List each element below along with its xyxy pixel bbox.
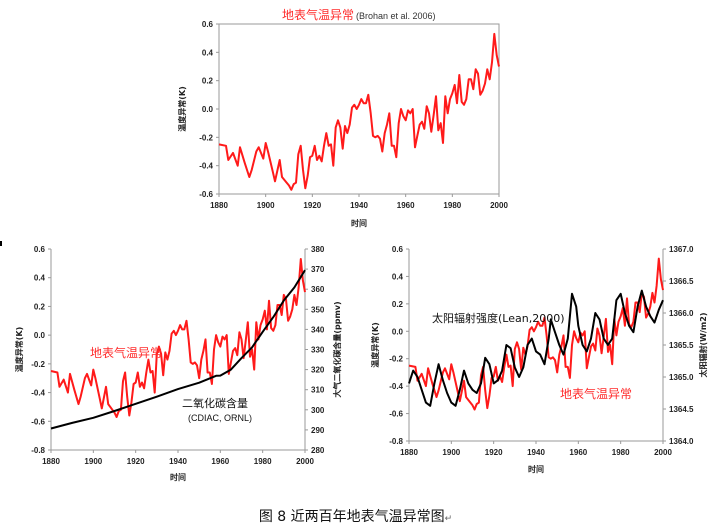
x-tick-label: 1920 xyxy=(303,201,321,210)
figure-caption: 图 8 近两百年地表气温异常图↵ xyxy=(0,506,711,526)
chart-title: 地表气温异常 xyxy=(282,7,354,22)
y-tick-label: 0.6 xyxy=(202,20,214,29)
x-tick-label: 1900 xyxy=(257,201,275,210)
y-tick-label: -0.4 xyxy=(389,382,403,391)
x-tick-label: 1880 xyxy=(42,457,60,466)
y2-tick-label: 1365.5 xyxy=(669,341,694,350)
x-tick-label: 1960 xyxy=(569,448,587,457)
y-tick-label: 0.0 xyxy=(34,331,46,340)
caption-text: 图 8 近两百年地表气温异常图 xyxy=(258,509,445,525)
series-line-red xyxy=(50,258,306,418)
y2-tick-label: 350 xyxy=(311,305,325,314)
y2-tick-label: 380 xyxy=(311,245,325,254)
y-tick-label: 0.0 xyxy=(202,105,214,114)
chart-top: 地表气温异常 (Brohan et al. 2006) -0.6 -0.4 -0.2… xyxy=(177,7,508,228)
x-tick-label: 1880 xyxy=(400,448,418,457)
x-tick-label: 1880 xyxy=(210,201,228,210)
plot-frame xyxy=(218,23,500,195)
y2-tick-label: 360 xyxy=(311,285,325,294)
y2-axis-label: 太阳辐射(W/m2) xyxy=(698,313,708,379)
y2-tick-label: 320 xyxy=(311,366,325,375)
legend-solar-label: 太阳辐射强度(Lean,2000) xyxy=(432,311,565,325)
y-tick-label: 0.6 xyxy=(392,245,404,254)
y-axis-label: 温度异常(K) xyxy=(370,322,380,368)
y-tick-label: -0.6 xyxy=(31,417,45,426)
chart-subtitle: (Brohan et al. 2006) xyxy=(356,11,436,21)
series-line-black xyxy=(408,289,664,407)
series-line-black xyxy=(50,269,306,430)
y2-tick-label: 310 xyxy=(311,386,325,395)
chart-2-plot: -0.8 -0.6 -0.4 -0.2 0.0 0.2 0.4 0.6 1880 1900 1920… xyxy=(14,245,342,482)
x-tick-label: 2000 xyxy=(296,457,314,466)
chart-bottom-right: -0.8 -0.6 -0.4 -0.2 0.0 0.2 0.4 0.6 1880 1900 1920… xyxy=(370,245,708,474)
legend-temp-label: 地表气温异常 xyxy=(560,386,632,401)
y-axis-label: 温度异常(K) xyxy=(14,327,24,373)
x-tick-label: 2000 xyxy=(654,448,672,457)
x-tick-label: 1980 xyxy=(443,201,461,210)
x-axis-label: 时间 xyxy=(351,218,367,228)
chart-3-plot: -0.8 -0.6 -0.4 -0.2 0.0 0.2 0.4 0.6 1880 1900 1920… xyxy=(370,245,708,474)
y-tick-label: -0.4 xyxy=(199,162,213,171)
x-axis-label: 时间 xyxy=(528,464,544,474)
y2-tick-label: 340 xyxy=(311,325,325,334)
y-tick-label: -0.2 xyxy=(199,133,213,142)
series-line-red xyxy=(218,32,500,191)
y-tick-label: 0.4 xyxy=(392,272,404,281)
chart-bottom-left: -0.8 -0.6 -0.4 -0.2 0.0 0.2 0.4 0.6 1880 1900 1920… xyxy=(14,245,342,482)
y-tick-label: -0.8 xyxy=(389,437,403,446)
x-tick-label: 1960 xyxy=(211,457,229,466)
y2-tick-label: 1367.0 xyxy=(669,245,694,254)
y2-tick-label: 1364.0 xyxy=(669,437,694,446)
chart-1-plot: -0.6 -0.4 -0.2 0.0 0.2 0.4 0.6 1880 1900 1920 1940… xyxy=(177,20,508,228)
x-tick-label: 1940 xyxy=(169,457,187,466)
y-tick-label: 0.4 xyxy=(34,274,46,283)
legend-co2-source: (CDIAC, ORNL) xyxy=(188,413,252,423)
x-tick-label: 2000 xyxy=(490,201,508,210)
y2-tick-label: 1365.0 xyxy=(669,373,694,382)
y2-axis-label: 大气二氧化碳含量(ppmv) xyxy=(332,301,342,397)
y2-tick-label: 330 xyxy=(311,346,325,355)
y-tick-label: -0.6 xyxy=(199,190,213,199)
x-tick-label: 1980 xyxy=(254,457,272,466)
y-tick-label: -0.2 xyxy=(389,355,403,364)
y2-tick-label: 370 xyxy=(311,265,325,274)
y-tick-label: 0.0 xyxy=(392,327,404,336)
edge-mark xyxy=(0,241,2,246)
x-tick-label: 1980 xyxy=(612,448,630,457)
y-tick-label: -0.8 xyxy=(31,446,45,455)
x-tick-label: 1900 xyxy=(442,448,460,457)
legend-temp-label: 地表气温异常 xyxy=(90,345,162,360)
y-tick-label: 0.2 xyxy=(34,302,46,311)
x-tick-label: 1940 xyxy=(527,448,545,457)
y-tick-label: 0.4 xyxy=(202,48,214,57)
x-tick-label: 1920 xyxy=(485,448,503,457)
x-axis-label: 时间 xyxy=(170,472,186,482)
y-tick-label: -0.2 xyxy=(31,360,45,369)
y2-tick-label: 290 xyxy=(311,426,325,435)
y2-tick-label: 1366.0 xyxy=(669,309,694,318)
x-tick-label: 1920 xyxy=(127,457,145,466)
y-tick-label: -0.4 xyxy=(31,389,45,398)
x-tick-label: 1940 xyxy=(350,201,368,210)
y-tick-label: 0.2 xyxy=(392,300,404,309)
y2-tick-label: 280 xyxy=(311,446,325,455)
caption-return-mark: ↵ xyxy=(444,514,453,524)
y-axis-label: 温度异常(K) xyxy=(177,86,187,132)
y2-tick-label: 1366.5 xyxy=(669,277,694,286)
x-tick-label: 1960 xyxy=(397,201,415,210)
y-tick-label: -0.6 xyxy=(389,410,403,419)
legend-co2-label: 二氧化碳含量 xyxy=(182,396,248,410)
y-tick-label: 0.6 xyxy=(34,245,46,254)
y2-tick-label: 300 xyxy=(311,406,325,415)
x-tick-label: 1900 xyxy=(84,457,102,466)
y-tick-label: 0.2 xyxy=(202,77,214,86)
y2-tick-label: 1364.5 xyxy=(669,405,694,414)
